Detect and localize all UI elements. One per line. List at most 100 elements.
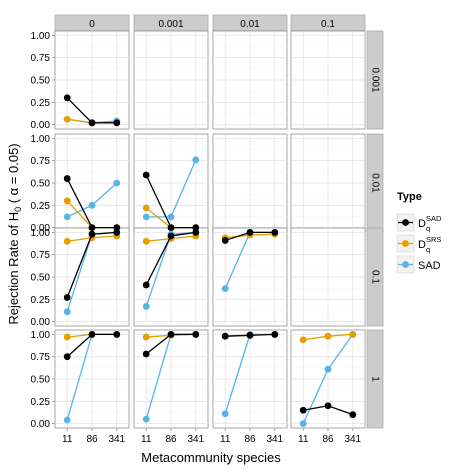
facet-column-label: 0.001 xyxy=(158,19,183,30)
facet-row-strip xyxy=(366,329,384,429)
x-tick-label: 11 xyxy=(298,434,309,445)
data-point-dsad xyxy=(142,350,150,358)
data-point-sad xyxy=(221,285,229,292)
data-point-dsad xyxy=(88,331,96,338)
data-point-sad xyxy=(63,416,71,424)
data-point-dsad xyxy=(167,224,175,231)
facet-row-label: 1 xyxy=(369,376,380,382)
y-axis-title-rest: ( α = 0.05) xyxy=(6,143,21,207)
data-point-dsad xyxy=(113,224,121,231)
y-tick-label: 0.25 xyxy=(31,98,51,109)
facet-row-strip xyxy=(366,227,384,327)
data-point-dsrs xyxy=(63,197,71,205)
legend-label: DSAD q xyxy=(418,214,442,233)
y-tick-label: 0.75 xyxy=(31,53,51,64)
y-tick-label: 0.00 xyxy=(31,419,51,430)
data-point-sad xyxy=(142,415,150,423)
data-point-sad xyxy=(88,201,96,209)
data-point-dsad xyxy=(88,230,96,238)
data-point-dsad xyxy=(246,229,254,236)
y-tick-label: 0.50 xyxy=(31,273,51,284)
y-tick-label: 0.75 xyxy=(31,156,51,167)
x-tick-label: 341 xyxy=(266,434,283,445)
data-point-sad xyxy=(63,308,71,316)
legend-label: DSRS q xyxy=(418,235,441,254)
data-point-sad xyxy=(192,156,200,164)
data-point-dsad xyxy=(324,402,332,410)
data-point-dsad xyxy=(192,331,200,338)
data-point-dsad xyxy=(167,331,175,338)
legend-key-point xyxy=(402,240,409,247)
facet-row-label: 0.1 xyxy=(369,270,380,284)
y-tick-label: 0.50 xyxy=(31,375,51,386)
facet-row-label: 0.001 xyxy=(369,67,380,92)
data-point-dsad xyxy=(142,171,150,179)
data-point-sad xyxy=(142,303,150,310)
x-tick-label: 86 xyxy=(244,434,256,445)
data-point-dsad xyxy=(221,237,229,244)
data-point-dsad xyxy=(299,406,307,414)
data-point-dsad xyxy=(88,119,96,127)
data-point-dsrs xyxy=(142,204,150,212)
legend-key-point xyxy=(402,261,409,268)
data-point-dsrs xyxy=(349,331,357,338)
y-tick-label: 0.75 xyxy=(31,250,51,261)
legend-key-point xyxy=(402,219,409,226)
data-point-sad xyxy=(299,420,307,427)
x-tick-label: 86 xyxy=(322,434,334,445)
y-tick-label: 0.25 xyxy=(31,295,51,306)
data-point-sad xyxy=(167,213,175,221)
data-point-dsad xyxy=(271,229,279,236)
facet-row-strip xyxy=(366,30,384,130)
y-tick-label: 0.50 xyxy=(31,76,51,87)
x-tick-label: 11 xyxy=(62,434,73,445)
data-point-dsrs xyxy=(142,237,150,245)
legend-label-subscript: q xyxy=(426,245,430,254)
legend-label-main: SAD xyxy=(418,260,441,272)
data-point-dsad xyxy=(246,331,254,339)
y-tick-label: 1.00 xyxy=(31,228,51,239)
y-tick-label: 0.00 xyxy=(31,120,51,131)
x-tick-label: 86 xyxy=(165,434,177,445)
legend-title: Type xyxy=(397,191,422,203)
data-point-dsad xyxy=(63,175,71,182)
y-tick-label: 0.25 xyxy=(31,397,51,408)
facet-column-label: 0 xyxy=(89,19,95,30)
data-point-sad xyxy=(113,179,121,187)
x-tick-label: 341 xyxy=(187,434,204,445)
data-point-sad xyxy=(142,213,150,221)
facet-column-label: 0.01 xyxy=(240,19,260,30)
data-point-dsad xyxy=(63,94,71,102)
data-point-dsad xyxy=(63,353,71,361)
data-point-dsad xyxy=(349,411,357,419)
facet-column-label: 0.1 xyxy=(321,19,335,30)
y-tick-label: 0.00 xyxy=(31,317,51,328)
data-point-dsad xyxy=(192,229,200,236)
y-tick-label: 1.00 xyxy=(31,330,51,341)
x-tick-label: 341 xyxy=(108,434,125,445)
y-tick-label: 0.25 xyxy=(31,201,51,212)
data-point-dsad xyxy=(221,332,229,340)
data-point-dsad xyxy=(271,331,279,338)
data-point-dsad xyxy=(63,294,71,301)
legend-label-superscript: SAD xyxy=(426,214,442,223)
y-tick-label: 0.75 xyxy=(31,352,51,363)
data-point-dsad xyxy=(142,281,150,289)
x-tick-label: 11 xyxy=(141,434,152,445)
legend-label-superscript: SRS xyxy=(426,235,441,244)
y-tick-label: 1.00 xyxy=(31,31,51,42)
data-point-dsrs xyxy=(63,333,71,341)
data-point-sad xyxy=(221,410,229,418)
y-tick-label: 0.50 xyxy=(31,179,51,190)
data-point-sad xyxy=(324,365,332,373)
data-point-dsad xyxy=(113,331,121,338)
legend-label-main: D xyxy=(418,218,426,230)
x-axis-title: Metacommunity species xyxy=(141,450,281,465)
x-tick-label: 11 xyxy=(220,434,231,445)
facet-row-label: 0.01 xyxy=(369,173,380,193)
data-point-dsrs xyxy=(324,332,332,340)
data-point-dsrs xyxy=(63,237,71,245)
x-tick-label: 86 xyxy=(86,434,98,445)
